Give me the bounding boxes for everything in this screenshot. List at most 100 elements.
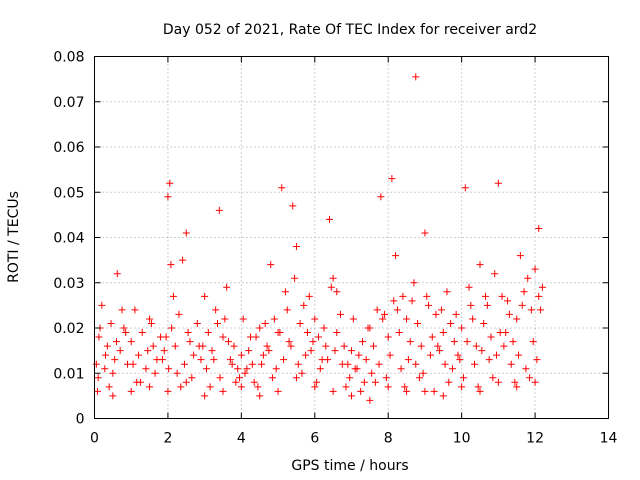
data-point [381, 310, 389, 318]
data-point [333, 329, 341, 337]
data-point [496, 329, 504, 337]
data-point [107, 319, 115, 327]
y-axis-label: ROTI / TECUs [6, 191, 22, 283]
data-point [250, 378, 258, 386]
data-point [158, 356, 166, 364]
data-point [410, 279, 418, 287]
data-point [245, 347, 253, 355]
data-point [147, 319, 155, 327]
data-point [476, 261, 484, 269]
data-point [270, 315, 278, 323]
data-point [226, 356, 234, 364]
data-point [428, 333, 436, 341]
data-point [92, 360, 100, 368]
data-point [448, 365, 456, 373]
data-point [470, 360, 478, 368]
y-tick-label: 0.07 [53, 95, 84, 111]
grid-layer [94, 56, 609, 419]
data-point [355, 351, 363, 359]
y-tick-label: 0 [76, 412, 85, 428]
data-point [116, 347, 124, 355]
data-point [483, 301, 491, 309]
data-point [261, 319, 269, 327]
data-point [366, 396, 374, 404]
data-point [441, 360, 449, 368]
data-point [131, 306, 139, 314]
data-point [263, 342, 271, 350]
data-point [454, 351, 462, 359]
data-point [289, 202, 297, 210]
data-point [146, 383, 154, 391]
data-point [122, 329, 130, 337]
data-point [146, 315, 154, 323]
data-point [325, 215, 333, 223]
data-point [531, 378, 539, 386]
data-point [515, 351, 523, 359]
data-point [219, 387, 227, 395]
data-point [437, 306, 445, 314]
data-point [432, 310, 440, 318]
data-point [309, 338, 317, 346]
data-point [360, 378, 368, 386]
data-point [292, 374, 300, 382]
data-point [456, 356, 464, 364]
x-axis-label: GPS time / hours [291, 458, 408, 474]
data-point [234, 365, 242, 373]
data-point [199, 342, 207, 350]
data-point [129, 360, 137, 368]
data-point [522, 365, 530, 373]
data-point [162, 333, 170, 341]
data-point [487, 333, 495, 341]
data-point [529, 338, 537, 346]
data-point [151, 369, 159, 377]
x-tick-label: 14 [600, 431, 618, 447]
data-point [307, 347, 315, 355]
data-point [390, 297, 398, 305]
data-point [535, 292, 543, 300]
data-point [313, 378, 321, 386]
data-point [368, 369, 376, 377]
data-point [397, 365, 405, 373]
data-point [489, 374, 497, 382]
data-point [303, 329, 311, 337]
data-point [421, 387, 429, 395]
data-point [465, 283, 473, 291]
data-point [169, 292, 177, 300]
data-point [370, 342, 378, 350]
y-tick-label: 0.03 [53, 276, 84, 292]
data-point [296, 319, 304, 327]
data-point [406, 338, 414, 346]
data-point [230, 342, 238, 350]
data-point [348, 392, 355, 400]
data-point [237, 351, 245, 359]
data-point [474, 383, 482, 391]
data-point [171, 342, 179, 350]
data-point [179, 256, 187, 264]
data-point [215, 206, 223, 214]
data-point [445, 378, 453, 386]
data-point [113, 338, 121, 346]
data-point [342, 383, 350, 391]
data-point [384, 383, 392, 391]
data-point [526, 374, 534, 382]
data-point [109, 392, 117, 400]
data-point [276, 329, 284, 337]
data-point [327, 283, 335, 291]
data-point [494, 378, 502, 386]
data-point [206, 383, 214, 391]
data-point [450, 338, 458, 346]
data-point [184, 329, 192, 337]
data-point [507, 360, 515, 368]
data-point [208, 347, 216, 355]
data-point [419, 369, 427, 377]
data-point [201, 392, 209, 400]
data-point [219, 333, 227, 341]
data-point [516, 252, 524, 260]
data-point [149, 342, 157, 350]
data-point [504, 297, 512, 305]
data-point [248, 360, 256, 368]
data-point [316, 365, 324, 373]
chart-title: Day 052 of 2021, Rate Of TEC Index for r… [163, 22, 537, 38]
data-point [399, 292, 407, 300]
data-point [430, 387, 438, 395]
